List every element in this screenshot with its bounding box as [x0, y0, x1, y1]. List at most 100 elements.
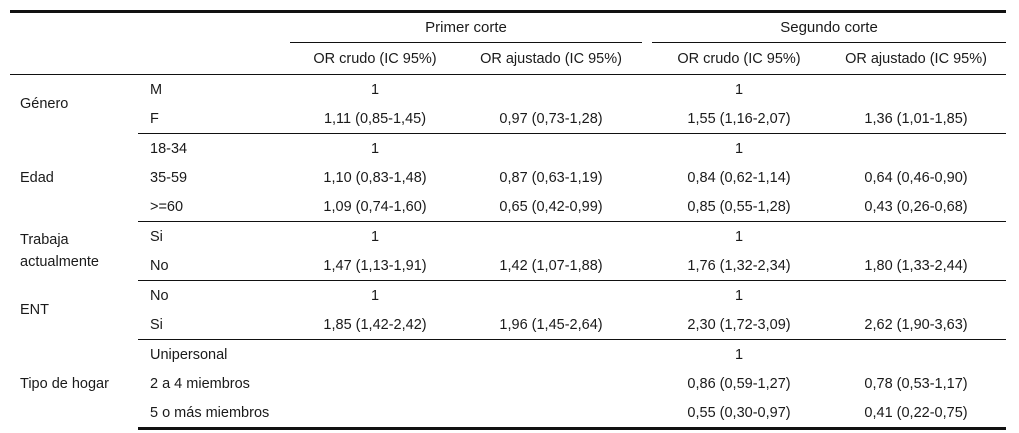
cell-or-ajustado-primer-corte	[460, 281, 642, 311]
variable-label: Tipo de hogar	[20, 376, 109, 392]
category-label: M	[150, 81, 163, 98]
header-col-or-crudo-2: OR crudo (IC 95%)	[652, 42, 826, 75]
column-gap	[642, 398, 652, 430]
cell-or-ajustado-primer-corte	[460, 75, 642, 105]
cell-or-ajustado-segundo-corte: 0,41 (0,22-0,75)	[826, 398, 1007, 430]
header-gap	[642, 10, 652, 43]
cell-or-crudo-primer-corte: 1	[370, 228, 380, 245]
cell-or-ajustado-primer-corte	[460, 340, 642, 370]
cell-or-ajustado-segundo-corte	[826, 222, 1006, 252]
cell-or-ajustado-segundo-corte	[826, 281, 1006, 311]
column-gap	[642, 75, 652, 105]
table-row: 35-59 1,10 (0,83-1,48) 0,87 (0,63-1,19) 0,8…	[10, 163, 1006, 192]
cell-or-crudo-segundo-corte: 2,30 (1,72-3,09)	[652, 310, 826, 340]
header-group-segundo-corte: Segundo corte	[652, 10, 1007, 43]
table-row: 2 a 4 miembros 0,86 (0,59-1,27) 0,78 (0,53…	[10, 369, 1006, 398]
header-col-or-crudo-1: OR crudo (IC 95%)	[290, 42, 460, 75]
cell-or-ajustado-segundo-corte: 0,64 (0,46-0,90)	[864, 169, 968, 186]
variable-label: ENT	[20, 302, 49, 318]
category-label: 5 o más miembros	[138, 398, 290, 430]
category-label: Unipersonal	[150, 346, 228, 363]
table-row: >=60 1,09 (0,74-1,60) 0,65 (0,42-0,99) 0,85…	[10, 192, 1007, 222]
cell-or-ajustado-segundo-corte: 1,36 (1,01-1,85)	[826, 104, 1007, 134]
cell-or-ajustado-primer-corte: 1,42 (1,07-1,88)	[460, 251, 642, 281]
table-row: 5 o más miembros 0,55 (0,30-0,97) 0,41 (0,…	[10, 398, 1007, 430]
column-gap	[642, 222, 652, 252]
category-label: No	[138, 251, 290, 281]
header-blank	[138, 42, 290, 75]
cell-or-crudo-segundo-corte: 1	[734, 228, 744, 245]
category-label: F	[138, 104, 290, 134]
column-gap	[642, 163, 652, 192]
cell-or-ajustado-primer-corte: 0,87 (0,63-1,19)	[499, 169, 603, 186]
cell-or-ajustado-primer-corte	[460, 222, 642, 252]
column-gap	[642, 134, 652, 164]
cell-or-crudo-primer-corte: 1	[370, 287, 380, 304]
cell-or-crudo-segundo-corte: 1	[734, 346, 744, 363]
header-col-or-ajustado-1: OR ajustado (IC 95%)	[460, 42, 642, 75]
category-label: 2 a 4 miembros	[150, 375, 250, 392]
cell-or-ajustado-segundo-corte: 1,80 (1,33-2,44)	[826, 251, 1007, 281]
category-label: 35-59	[150, 169, 188, 186]
cell-or-crudo-segundo-corte: 0,55 (0,30-0,97)	[652, 398, 826, 430]
header-blank	[138, 10, 290, 43]
variable-label: Edad	[20, 169, 54, 186]
cell-or-crudo-segundo-corte: 1	[734, 287, 744, 304]
category-label: Si	[138, 310, 290, 340]
cell-or-crudo-segundo-corte: 1	[734, 81, 744, 98]
header-row-columns: OR crudo (IC 95%) OR ajustado (IC 95%) O…	[10, 42, 1007, 75]
cell-or-crudo-primer-corte: 1,85 (1,42-2,42)	[290, 310, 460, 340]
cell-or-crudo-primer-corte	[290, 398, 460, 430]
cell-or-crudo-primer-corte	[290, 369, 460, 398]
cell-or-crudo-primer-corte: 1,11 (0,85-1,45)	[290, 104, 460, 134]
cell-or-crudo-primer-corte: 1,09 (0,74-1,60)	[290, 192, 460, 222]
variable-label: Trabaja actualmente	[20, 232, 99, 270]
table-row: Edad 18-34 1 1	[10, 134, 1006, 186]
category-label: 18-34	[150, 140, 188, 157]
table-row: Tipo de hogar Unipersonal 1	[10, 340, 1006, 393]
cell-or-crudo-segundo-corte: 0,85 (0,55-1,28)	[652, 192, 826, 222]
cell-or-crudo-primer-corte: 1	[370, 140, 380, 157]
table-row: ENT No 1 1	[10, 281, 1006, 319]
table-row: F 1,11 (0,85-1,45) 0,97 (0,73-1,28) 1,55 (1…	[10, 104, 1007, 134]
header-blank	[10, 10, 138, 43]
category-label: No	[150, 287, 169, 304]
cell-or-ajustado-segundo-corte	[826, 134, 1006, 164]
cell-or-ajustado-primer-corte	[460, 369, 642, 398]
cell-or-ajustado-segundo-corte: 0,78 (0,53-1,17)	[864, 375, 968, 392]
cell-or-ajustado-primer-corte: 0,65 (0,42-0,99)	[460, 192, 642, 222]
category-label: Si	[150, 228, 163, 245]
column-gap	[642, 192, 652, 222]
odds-ratio-table-container: Primer corte Segundo corte OR crudo (IC …	[10, 10, 1007, 430]
header-group-primer-corte: Primer corte	[290, 10, 642, 43]
header-blank	[10, 42, 138, 75]
table-row: Género M 1 1	[10, 75, 1006, 113]
header-col-or-ajustado-2: OR ajustado (IC 95%)	[826, 42, 1007, 75]
cell-or-crudo-segundo-corte: 1,55 (1,16-2,07)	[652, 104, 826, 134]
header-row-groups: Primer corte Segundo corte	[10, 10, 1007, 43]
cell-or-crudo-segundo-corte: 1,76 (1,32-2,34)	[652, 251, 826, 281]
column-gap	[642, 104, 652, 134]
cell-or-ajustado-segundo-corte: 0,43 (0,26-0,68)	[826, 192, 1007, 222]
category-label: >=60	[138, 192, 290, 222]
cell-or-crudo-segundo-corte: 0,86 (0,59-1,27)	[687, 375, 791, 392]
cell-or-crudo-segundo-corte: 0,84 (0,62-1,14)	[687, 169, 791, 186]
table-row: No 1,47 (1,13-1,91) 1,42 (1,07-1,88) 1,76 (…	[10, 251, 1007, 281]
column-gap	[642, 369, 652, 398]
cell-or-ajustado-primer-corte: 1,96 (1,45-2,64)	[460, 310, 642, 340]
cell-or-crudo-primer-corte: 1,10 (0,83-1,48)	[323, 169, 427, 186]
cell-or-ajustado-segundo-corte	[826, 340, 1006, 370]
column-gap	[642, 310, 652, 340]
table-body: Género M 1 1 F 1,11 (0,85-1,45) 0,97 (0,73-1,2…	[10, 75, 1007, 430]
cell-or-crudo-primer-corte	[290, 340, 460, 370]
cell-or-crudo-segundo-corte: 1	[734, 140, 744, 157]
column-gap	[642, 251, 652, 281]
header-gap	[642, 42, 652, 75]
cell-or-crudo-primer-corte: 1	[370, 81, 380, 98]
cell-or-ajustado-primer-corte	[460, 398, 642, 430]
column-gap	[642, 281, 652, 311]
odds-ratio-table: Primer corte Segundo corte OR crudo (IC …	[10, 10, 1007, 430]
cell-or-ajustado-primer-corte: 0,97 (0,73-1,28)	[460, 104, 642, 134]
cell-or-ajustado-segundo-corte: 2,62 (1,90-3,63)	[826, 310, 1007, 340]
variable-label: Género	[20, 96, 69, 113]
